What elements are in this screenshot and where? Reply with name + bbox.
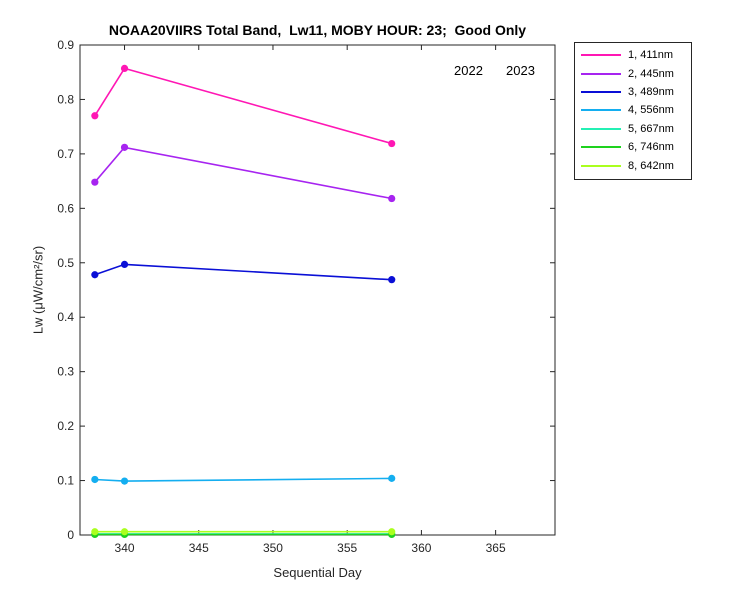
y-tick-label: 0.5	[57, 256, 74, 270]
axis-ticks: 340 345 350 355 360 365 0 0.1 0.2 0.3 0.4 0.5 0.6 0.7…	[57, 38, 555, 555]
legend-swatch	[581, 146, 621, 149]
y-tick-label: 0.8	[57, 92, 74, 106]
data-point	[91, 112, 99, 120]
data-point	[120, 64, 129, 73]
y-tick-label: 0.2	[57, 419, 74, 433]
legend-item: 3, 489nm	[575, 83, 691, 101]
x-tick-label: 345	[189, 541, 209, 555]
x-tick-label: 365	[486, 541, 506, 555]
legend-swatch	[581, 72, 621, 75]
legend-label: 1, 411nm	[628, 49, 674, 62]
data-point	[388, 528, 396, 536]
data-point	[120, 528, 129, 536]
annotation-year-2023: 2023	[506, 63, 535, 78]
legend-item: 1, 411nm	[575, 46, 691, 64]
y-tick-label: 0.6	[57, 201, 74, 215]
legend-label: 3, 489nm	[628, 85, 674, 98]
legend-swatch	[581, 90, 621, 93]
data-point	[388, 276, 396, 284]
data-point	[91, 475, 99, 484]
legend-label: 6, 746nm	[628, 141, 674, 154]
legend-label: 4, 556nm	[628, 104, 674, 117]
data-point	[388, 474, 396, 482]
data-point	[91, 178, 99, 186]
data-point	[388, 139, 396, 148]
x-tick-label: 355	[337, 541, 357, 555]
data-point	[91, 271, 99, 279]
legend: 1, 411nm 2, 445nm 3, 489nm 4, 556nm 5, 667nm…	[574, 42, 692, 180]
legend-item: 4, 556nm	[575, 101, 691, 119]
data-point	[388, 194, 396, 203]
chart-title: NOAA20VIIRS Total Band, Lw11, MOBY HOUR:…	[108, 22, 527, 38]
x-tick-label: 350	[263, 541, 283, 555]
y-axis-label: Lw (μW/cm²/sr)	[30, 245, 46, 335]
data-point	[120, 477, 129, 485]
legend-swatch	[581, 164, 621, 167]
y-tick-label: 0.1	[57, 474, 74, 488]
legend-swatch	[581, 109, 621, 112]
legend-item: 8, 642nm	[575, 156, 691, 174]
x-axis-label: Sequential Day	[273, 565, 362, 580]
legend-label: 2, 445nm	[628, 67, 674, 80]
data-point	[91, 528, 99, 536]
data-point	[120, 260, 129, 269]
series-layer	[91, 64, 396, 539]
legend-item: 2, 445nm	[575, 64, 691, 82]
legend-label: 5, 667nm	[628, 122, 674, 135]
annotation-year-2022: 2022	[454, 63, 483, 78]
y-tick-label: 0.9	[57, 38, 74, 52]
plot-area	[79, 44, 556, 536]
y-tick-label: 0.3	[57, 365, 74, 379]
x-tick-label: 360	[411, 541, 431, 555]
legend-label: 8, 642nm	[628, 159, 674, 172]
x-tick-label: 340	[115, 541, 135, 555]
data-point	[120, 143, 129, 151]
y-tick-label: 0.7	[57, 147, 74, 161]
legend-item: 6, 746nm	[575, 138, 691, 156]
legend-swatch	[581, 54, 621, 57]
legend-swatch	[581, 127, 621, 130]
y-tick-label: 0.4	[57, 310, 74, 324]
y-tick-label: 0	[67, 528, 74, 542]
legend-item: 5, 667nm	[575, 120, 691, 138]
